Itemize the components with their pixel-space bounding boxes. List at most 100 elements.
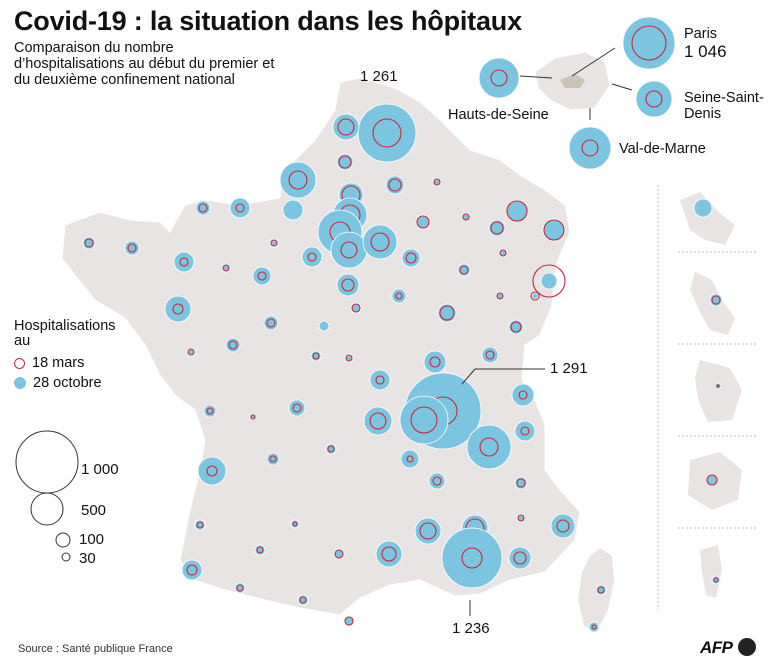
callout-rhone-value: 1 291 — [550, 360, 588, 377]
ring-18-mars-76 — [344, 616, 354, 626]
ring-18-mars-23 — [439, 305, 455, 321]
bubble-28-octobre-44 — [369, 369, 391, 391]
hauts-de-seine-label: Hauts-de-Seine — [448, 107, 549, 123]
bubble-28-octobre-76 — [343, 615, 355, 627]
ring-18-mars-35 — [222, 264, 230, 272]
ring-18-mars-15 — [490, 221, 504, 235]
ring-18-mars-29 — [235, 203, 245, 213]
ring-18-mars-41 — [312, 352, 320, 360]
paris-value: 1 046 — [684, 42, 727, 61]
ring-18-mars-58 — [269, 455, 277, 463]
bubble-28-octobre-49 — [363, 406, 393, 436]
ring-18-mars-12 — [405, 252, 417, 264]
ring-18-mars-25 — [395, 292, 403, 300]
bubble-28-octobre-17 — [542, 218, 566, 242]
bubble-28-octobre-66 — [441, 527, 503, 589]
ring-18-mars-5 — [388, 178, 402, 192]
bubble-28-octobre-60 — [428, 472, 446, 490]
legend-scale-100: 100 — [79, 531, 105, 548]
mainland-france-shape — [61, 77, 581, 616]
bubble-28-octobre-56 — [400, 449, 420, 469]
bubble-28-octobre-52 — [203, 404, 217, 418]
source-note: Source : Santé publique France — [18, 643, 173, 655]
ring-18-mars-17 — [543, 219, 565, 241]
ring-18-mars-68 — [381, 546, 397, 562]
bubble-28-octobre-11 — [362, 224, 398, 260]
ring-18-mars-34 — [257, 271, 267, 281]
bubble-28-octobre-19 — [531, 292, 539, 300]
ring-18-mars-87 — [581, 139, 599, 157]
val-de-marne-label: Val-de-Marne — [619, 141, 706, 157]
page-title: Covid-19 : la situation dans les hôpitau… — [14, 6, 522, 36]
hospitalisation-bubbles — [82, 16, 723, 633]
ring-18-mars-19 — [530, 291, 540, 301]
ring-18-mars-45 — [228, 340, 238, 350]
legend-fill-label: 28 octobre — [33, 375, 102, 391]
bubble-28-octobre-58 — [266, 452, 280, 466]
ring-18-mars-50 — [292, 403, 302, 413]
bubble-28-octobre-62 — [550, 513, 576, 539]
ring-18-mars-74 — [236, 584, 244, 592]
ring-18-mars-82 — [706, 474, 718, 486]
ring-18-mars-63 — [517, 514, 525, 522]
mayotte-shape — [700, 545, 722, 598]
ring-18-mars-3 — [288, 170, 308, 190]
ring-18-mars-81 — [716, 384, 720, 388]
bubble-28-octobre-30 — [195, 200, 211, 216]
bubble-28-octobre-7 — [282, 199, 304, 221]
ring-18-mars-53 — [479, 437, 499, 457]
ring-18-mars-11 — [370, 232, 390, 252]
bubble-28-octobre-59 — [197, 456, 227, 486]
ring-18-mars-14 — [462, 213, 470, 221]
bubble-28-octobre-70 — [290, 519, 300, 529]
bubble-28-octobre-48 — [399, 395, 449, 445]
bubble-28-octobre-0 — [357, 103, 417, 163]
bubble-28-octobre-81 — [714, 382, 722, 390]
bubble-28-octobre-55 — [514, 420, 536, 442]
bubble-28-octobre-38 — [318, 320, 330, 332]
ring-18-mars-16 — [506, 200, 528, 222]
ring-18-mars-31 — [84, 238, 94, 248]
ring-18-mars-13 — [416, 215, 430, 229]
bubble-28-octobre-50 — [288, 399, 306, 417]
ring-18-mars-80 — [711, 295, 721, 305]
legend-scale-circles — [15, 430, 79, 562]
paris-label: Paris — [684, 26, 718, 42]
ring-18-mars-56 — [406, 455, 414, 463]
ring-18-mars-40 — [345, 354, 353, 362]
ring-18-mars-54 — [518, 390, 528, 400]
legend-fill-icon — [14, 377, 26, 389]
bubble-28-octobre-37 — [263, 315, 279, 331]
ring-18-mars-26 — [341, 278, 355, 292]
bubble-28-octobre-3 — [279, 161, 317, 199]
afp-logo-text: AFP — [700, 638, 733, 657]
callout-lines — [461, 47, 633, 616]
bubble-28-octobre-67 — [508, 546, 532, 570]
bubble-28-octobre-54 — [511, 383, 535, 407]
page-subtitle: Comparaison du nombre d’hospitalisations… — [14, 40, 275, 88]
bubble-28-octobre-23 — [437, 303, 457, 323]
ring-18-mars-27 — [307, 252, 317, 262]
ring-18-mars-61 — [516, 478, 526, 488]
legend-scale-500: 500 — [81, 502, 107, 519]
ring-18-mars-30 — [198, 203, 208, 213]
bubble-28-octobre-65 — [414, 517, 442, 545]
bubble-28-octobre-12 — [401, 248, 421, 268]
legend-ring-icon — [14, 357, 25, 369]
bubble-28-octobre-68 — [375, 540, 403, 568]
ring-18-mars-85 — [490, 69, 508, 87]
legend-fill-row: 28 octobre — [14, 375, 102, 391]
ring-18-mars-55 — [520, 426, 530, 436]
bubble-28-octobre-33 — [173, 251, 195, 273]
paris-inset-core — [560, 74, 585, 88]
bubble-28-octobre-39 — [350, 302, 362, 314]
guadeloupe-shape — [680, 192, 735, 245]
ring-18-mars-48 — [410, 406, 438, 434]
ring-18-mars-21 — [499, 249, 507, 257]
ring-18-mars-72 — [196, 521, 204, 529]
ring-18-mars-33 — [179, 257, 189, 267]
ring-18-mars-51 — [250, 414, 256, 420]
ring-18-mars-36 — [172, 303, 184, 315]
ring-18-mars-75 — [299, 596, 307, 604]
ring-18-mars-39 — [351, 303, 361, 313]
